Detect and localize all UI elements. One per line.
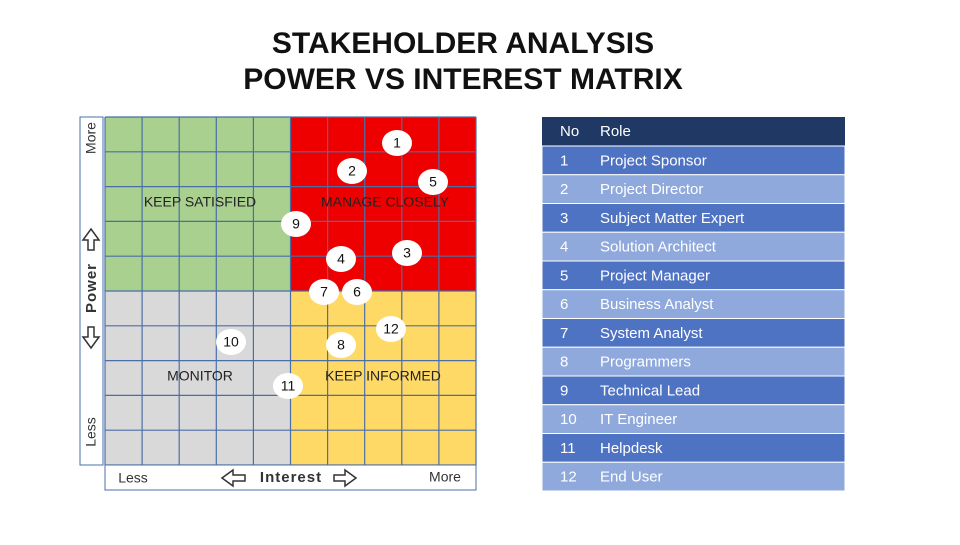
cell: 2 [560,181,568,198]
marker-circle [326,246,356,272]
quadrant-label: KEEP SATISFIED [144,194,256,210]
cell: 9 [560,382,568,399]
marker-circle [392,240,422,266]
cell: Business Analyst [600,296,714,313]
cell: 10 [560,411,577,428]
marker-circle [281,211,311,237]
table-row [541,174,846,204]
cell: Project Manager [600,267,710,284]
marker-label: 6 [353,284,361,300]
table-row [541,260,846,291]
title: POWER VS INTEREST MATRIX [243,63,682,96]
axis-title: Interest [260,469,322,486]
column-header: Role [600,123,631,140]
cell: Solution Architect [600,239,717,256]
cell: Subject Matter Expert [600,210,745,227]
quadrant-label: KEEP INFORMED [325,368,441,384]
marker-circle [309,279,339,305]
marker-label: 9 [292,216,300,232]
marker-label: 8 [337,337,345,353]
marker-label: 2 [348,163,356,179]
marker-circle [326,332,356,358]
cell: Helpdesk [600,440,663,457]
table-row [541,231,846,262]
cell: Project Sponsor [600,152,707,169]
cell: 8 [560,354,568,371]
cell: 12 [560,469,577,486]
table-row [541,145,846,176]
cell: Programmers [600,354,691,371]
table-row [541,203,846,233]
cell: 11 [560,440,576,457]
marker-label: 5 [429,174,437,190]
marker-circle [342,279,372,305]
arrow-right [333,468,358,488]
cell: 5 [560,267,568,284]
cell: System Analyst [600,325,703,342]
roles-table: No Role 1 Project Sponsor 2 Project Director 3… [541,117,846,492]
quadrant [105,291,291,465]
table-row [541,433,846,463]
marker-label: 4 [337,251,345,267]
cell: Project Director [600,181,703,198]
table-row [541,375,846,406]
cell: 3 [560,210,568,227]
cell: 6 [560,296,568,313]
quadrant-label: MANAGE CLOSELY [321,194,450,210]
y-axis-strip [79,116,104,466]
quadrant [105,117,291,291]
axis-label: More [83,122,99,154]
arrow-left [220,468,246,488]
axis-title: Power [83,263,100,313]
marker-label: 7 [320,284,328,300]
arrow-down [81,326,101,350]
table-row [541,461,846,492]
marker-circle [273,373,303,399]
column-header: No [560,123,579,140]
axis-label: Less [83,417,99,447]
marker-circle [337,158,367,184]
table-row [541,346,846,377]
cell: Technical Lead [600,382,700,399]
quadrant-label: MONITOR [167,368,233,384]
table-row [541,404,846,434]
cell: End User [600,469,663,486]
table-row [541,318,846,348]
cell: 1 [560,152,568,169]
cell: IT Engineer [600,411,677,428]
axis-label: Less [118,470,148,486]
marker-circle [382,130,412,156]
marker-label: 12 [383,321,399,337]
cell: 7 [560,325,568,342]
marker-label: 3 [403,245,411,261]
x-axis-strip [104,464,477,491]
marker-label: 10 [223,334,239,350]
table-header [542,117,845,146]
axis-label: More [429,469,461,485]
marker-circle [216,329,246,355]
marker-circle [418,169,448,195]
marker-circle [376,316,406,342]
arrow-up [81,227,101,251]
quadrant-labels: KEEP SATISFIED MANAGE CLOSELY MONITOR KEEP … [144,194,450,384]
marker-label: 1 [393,135,401,151]
cell: 4 [560,239,568,256]
title: STAKEHOLDER ANALYSIS [272,27,654,60]
marker-label: 11 [281,378,296,394]
